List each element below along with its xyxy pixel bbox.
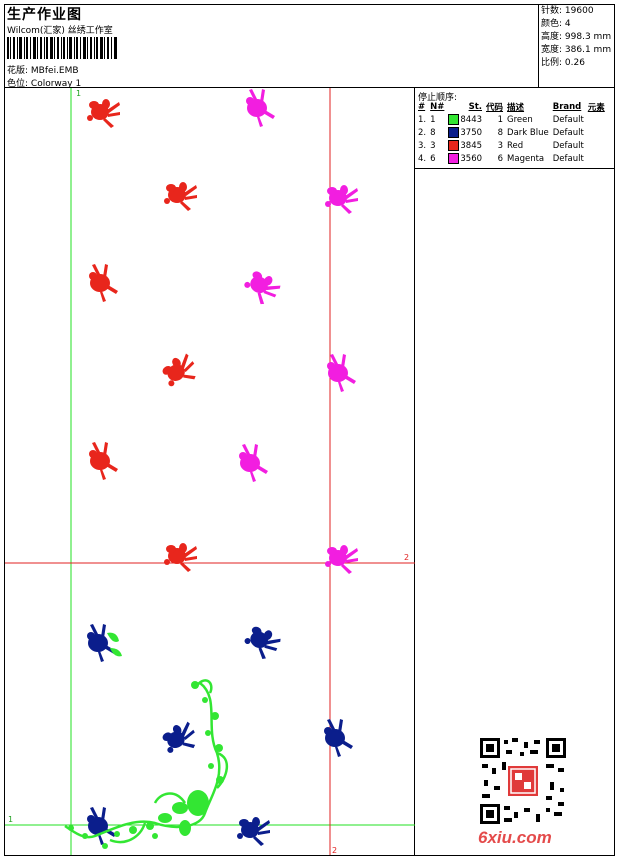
row-brand: Default <box>552 127 584 138</box>
row-element <box>586 152 607 165</box>
barcode-image <box>7 37 117 59</box>
page-frame <box>4 4 615 856</box>
design-file-row: 花版: MBfei.EMB <box>7 63 79 76</box>
row-code: 8 <box>497 127 504 138</box>
watermark: 6xiu.com <box>478 828 552 847</box>
guide-label-right: 2 <box>404 553 409 562</box>
green-vine-leaves <box>68 681 224 849</box>
guide-label-bottom: 2 <box>332 846 337 855</box>
colorway-value: Colorway 1 <box>30 79 82 89</box>
design-label: 花版: <box>7 66 29 76</box>
color-swatch <box>448 114 460 125</box>
color-swatch <box>448 140 460 151</box>
qr-code <box>480 738 566 824</box>
panel-divider <box>414 87 415 856</box>
row-needle: 8 <box>430 127 436 138</box>
stop-sequence-title: 停止顺序: <box>418 93 458 103</box>
embroidery-design-preview: 1 1 2 2 <box>5 88 415 855</box>
col-code: 代码 <box>486 102 504 113</box>
header-divider <box>4 87 615 88</box>
col-desc: 描述 <box>507 102 525 113</box>
row-index: 2. <box>418 127 427 138</box>
magenta-motifs <box>239 89 358 574</box>
row-element <box>586 126 607 139</box>
row-desc: Red <box>507 140 524 151</box>
row-brand: Default <box>552 114 584 125</box>
stat-scale: 比例: 0.26 <box>541 58 585 68</box>
row-stitches: 3750 <box>446 126 484 139</box>
row-desc: Dark Blue <box>507 127 549 138</box>
stats-divider <box>538 4 539 87</box>
row-index: 1. <box>418 114 427 125</box>
row-stitches: 8443 <box>446 113 484 126</box>
row-brand: Default <box>552 153 584 164</box>
table-header-row: # N# St. 代码 描述 Brand 元素 <box>416 100 607 113</box>
table-row: 3. 3 3845 3 Red Default <box>416 139 607 152</box>
col-brand: Brand <box>552 101 582 112</box>
qr-center-logo <box>508 766 538 796</box>
row-element <box>586 113 607 126</box>
stat-stitches: 针数: 19600 <box>541 6 594 16</box>
table-row: 1. 1 8443 1 Green Default <box>416 113 607 126</box>
design-value: MBfei.EMB <box>30 66 79 76</box>
stat-colors: 颜色: 4 <box>541 19 571 29</box>
row-brand: Default <box>552 140 584 151</box>
stops-bottom-divider <box>414 168 615 169</box>
col-needle: N# <box>430 101 445 112</box>
row-stitches: 3560 <box>446 152 484 165</box>
page-title: 生产作业图 <box>7 7 82 23</box>
dark-blue-motifs <box>87 622 353 846</box>
row-code: 1 <box>497 114 504 125</box>
colorway-label: 色位: <box>7 79 29 89</box>
company-name: Wilcom(汇家) 丝绣工作室 <box>7 26 113 36</box>
row-element <box>586 139 607 152</box>
row-code: 6 <box>497 153 504 164</box>
row-stitches: 3845 <box>446 139 484 152</box>
guide-label-top: 1 <box>76 89 81 98</box>
row-needle: 6 <box>430 153 436 164</box>
color-swatch <box>448 153 460 164</box>
stat-width: 宽度: 386.1 mm <box>541 45 612 55</box>
color-swatch <box>448 127 460 138</box>
row-desc: Magenta <box>507 153 545 164</box>
row-desc: Green <box>507 114 533 125</box>
green-leaf-accents <box>107 632 122 657</box>
guide-label-left: 1 <box>8 815 13 824</box>
col-stitches: St. <box>468 101 483 112</box>
red-motifs <box>87 99 202 572</box>
row-needle: 1 <box>430 114 436 125</box>
col-element: 元素 <box>587 102 605 113</box>
stat-height: 高度: 998.3 mm <box>541 32 612 42</box>
row-index: 3. <box>418 140 427 151</box>
stop-sequence-table: # N# St. 代码 描述 Brand 元素 1. 1 8443 1 Green Def… <box>416 100 607 165</box>
row-needle: 3 <box>430 140 436 151</box>
row-code: 3 <box>497 140 504 151</box>
table-row: 2. 8 3750 8 Dark Blue Default <box>416 126 607 139</box>
colorway-row: 色位: Colorway 1 <box>7 76 81 89</box>
col-index: # <box>418 101 426 112</box>
row-index: 4. <box>418 153 427 164</box>
table-row: 4. 6 3560 6 Magenta Default <box>416 152 607 165</box>
design-stats: 针数: 19600 颜色: 4 高度: 998.3 mm 宽度: 386.1 m… <box>541 5 611 70</box>
